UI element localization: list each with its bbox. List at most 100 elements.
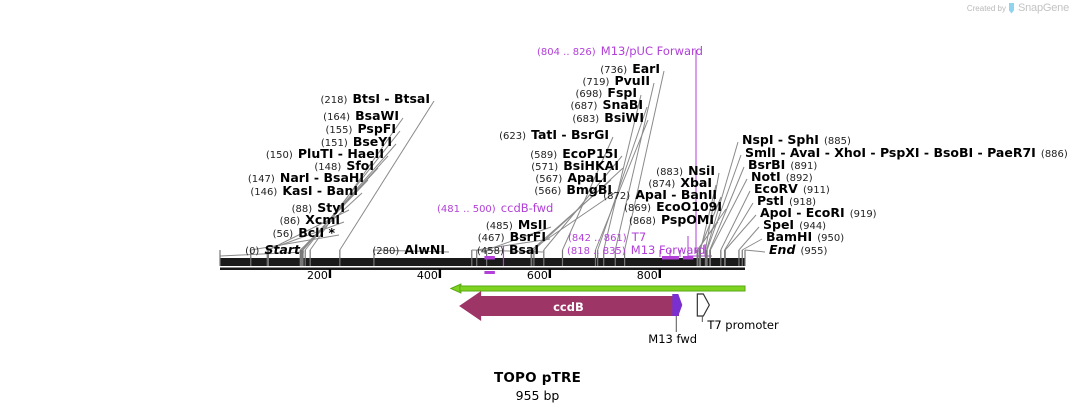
cut-site-tick bbox=[373, 250, 375, 266]
primer-label: (804 .. 826) M13/pUC Forward bbox=[537, 42, 703, 58]
enzyme-name: BanI bbox=[326, 183, 358, 198]
enzyme-position: (950) bbox=[817, 233, 845, 244]
enzyme-position: (918) bbox=[789, 197, 816, 208]
enzyme-label: (868) PspOMI bbox=[0, 211, 714, 227]
enzyme-leader-line bbox=[724, 214, 757, 251]
ruler-tick-label: 400 bbox=[416, 269, 438, 282]
enzyme-position: (944) bbox=[799, 221, 827, 232]
cut-site-tick bbox=[267, 250, 269, 266]
feature-shapes bbox=[449, 283, 746, 332]
enzyme-position: (885) bbox=[824, 136, 851, 147]
ruler-tick-label: 200 bbox=[306, 269, 328, 282]
enzyme-label: (719) PvuII bbox=[0, 72, 651, 88]
enzyme-position: (150) bbox=[265, 150, 293, 161]
cut-site-tick bbox=[614, 250, 616, 266]
ruler-tick-label: 800 bbox=[636, 269, 658, 282]
enzyme-name-separator: - bbox=[773, 132, 788, 147]
enzyme-leader-line bbox=[744, 249, 766, 253]
enzyme-label: (147) NarI - BsaHI bbox=[0, 169, 364, 185]
enzyme-position: (719) bbox=[582, 77, 610, 88]
cut-site-tick bbox=[699, 250, 702, 266]
enzyme-name: PstI bbox=[757, 193, 785, 208]
enzyme-name: PvuII bbox=[614, 73, 650, 88]
enzyme-name-separator: - bbox=[557, 127, 571, 142]
cut-site-tick bbox=[299, 250, 301, 266]
cut-site-tick bbox=[597, 250, 599, 266]
enzyme-label: (698) FspI bbox=[0, 84, 637, 100]
enzyme-name: EcoRI bbox=[805, 205, 845, 220]
enzyme-position: (571) bbox=[531, 162, 559, 173]
cut-site-tick bbox=[744, 250, 746, 266]
enzyme-label: (151) BseYI bbox=[0, 133, 392, 149]
enzyme-label: (883) NsiI bbox=[0, 162, 715, 178]
cut-site-tick bbox=[219, 250, 221, 266]
enzyme-label: (146) KasI - BanI bbox=[0, 182, 358, 198]
enzyme-leader-line bbox=[299, 192, 363, 251]
ruler-ticks bbox=[219, 246, 746, 278]
ruler-tick bbox=[438, 269, 442, 278]
enzyme-position: (148) bbox=[314, 162, 342, 173]
enzyme-position: (218) bbox=[320, 95, 348, 106]
enzyme-name: MsII bbox=[517, 217, 547, 232]
start-label: (0) Start bbox=[0, 241, 300, 257]
enzyme-name-separator: - bbox=[866, 145, 880, 160]
cut-site-tick bbox=[543, 250, 545, 266]
enzyme-position: (146) bbox=[250, 187, 278, 198]
enzyme-name: EarI bbox=[632, 61, 660, 76]
enzyme-name: EcoRV bbox=[754, 181, 798, 196]
primer-tick bbox=[484, 256, 495, 260]
enzyme-name: FspI bbox=[607, 85, 637, 100]
enzyme-label: (88) StyI bbox=[0, 199, 345, 215]
enzyme-name: EcoP15I bbox=[562, 146, 618, 161]
primer-tick bbox=[682, 256, 694, 260]
created-by-label: Created by bbox=[966, 3, 1006, 13]
leader-lines bbox=[219, 70, 766, 257]
m13-fwd-feature bbox=[672, 294, 683, 316]
enzyme-name-separator: - bbox=[333, 146, 348, 161]
cut-site-tick bbox=[724, 250, 726, 266]
enzyme-name: BsaWI bbox=[355, 108, 399, 123]
primer-range: (804 .. 826) bbox=[537, 47, 596, 58]
ruler-tick bbox=[548, 269, 552, 278]
enzyme-leader-line bbox=[339, 100, 435, 251]
enzyme-name: BseYI bbox=[352, 134, 392, 149]
ccdb-fwd-primer-mark bbox=[484, 271, 495, 274]
t7-promoter-label: T7 promoter bbox=[707, 318, 779, 332]
primer-name: T7 bbox=[631, 230, 647, 244]
cut-site-tick bbox=[531, 250, 533, 266]
plasmid-name: TOPO pTRE bbox=[493, 370, 582, 386]
cut-site-tick bbox=[471, 250, 473, 266]
enzyme-leader-line bbox=[724, 202, 754, 251]
ruler-tick bbox=[328, 269, 332, 278]
ruler-tick-label: 600 bbox=[526, 269, 548, 282]
enzyme-label: BamHI (950) bbox=[766, 228, 844, 244]
enzyme-label: (148) SfoI bbox=[0, 157, 374, 173]
enzyme-leader-line bbox=[309, 117, 404, 251]
m13-fwd-label: M13 fwd bbox=[648, 332, 698, 346]
enzyme-name: End bbox=[769, 242, 796, 257]
enzyme-position: (687) bbox=[570, 101, 598, 112]
primer-range: (818 .. 835) bbox=[567, 246, 626, 257]
enzyme-name: BsrBI bbox=[748, 157, 786, 172]
enzyme-label: ApoI - EcoRI (919) bbox=[760, 204, 877, 220]
enzyme-position: (891) bbox=[790, 161, 818, 172]
enzyme-leader-line bbox=[268, 209, 350, 251]
enzyme-name-separator: - bbox=[775, 145, 790, 160]
enzyme-position: (872) bbox=[603, 191, 631, 202]
snapgene-branding: Created by SnapGene bbox=[967, 2, 1069, 14]
enzyme-position: (911) bbox=[802, 185, 830, 196]
enzyme-label: (164) BsaWI bbox=[0, 107, 399, 123]
enzyme-label: NspI - SphI (885) bbox=[742, 131, 851, 147]
cut-site-tick bbox=[309, 250, 311, 266]
enzyme-name: PspOMI bbox=[660, 212, 714, 227]
enzyme-name-separator: - bbox=[973, 145, 988, 160]
enzyme-name-separator: - bbox=[309, 170, 324, 185]
enzyme-leader-line bbox=[738, 226, 760, 251]
enzyme-name: ApaLI bbox=[567, 170, 607, 185]
enzyme-name: ApoI bbox=[760, 205, 792, 220]
enzyme-label: EcoRV (911) bbox=[754, 180, 830, 196]
start-leader-line bbox=[219, 251, 305, 257]
enzyme-name: XcmI bbox=[305, 212, 340, 227]
